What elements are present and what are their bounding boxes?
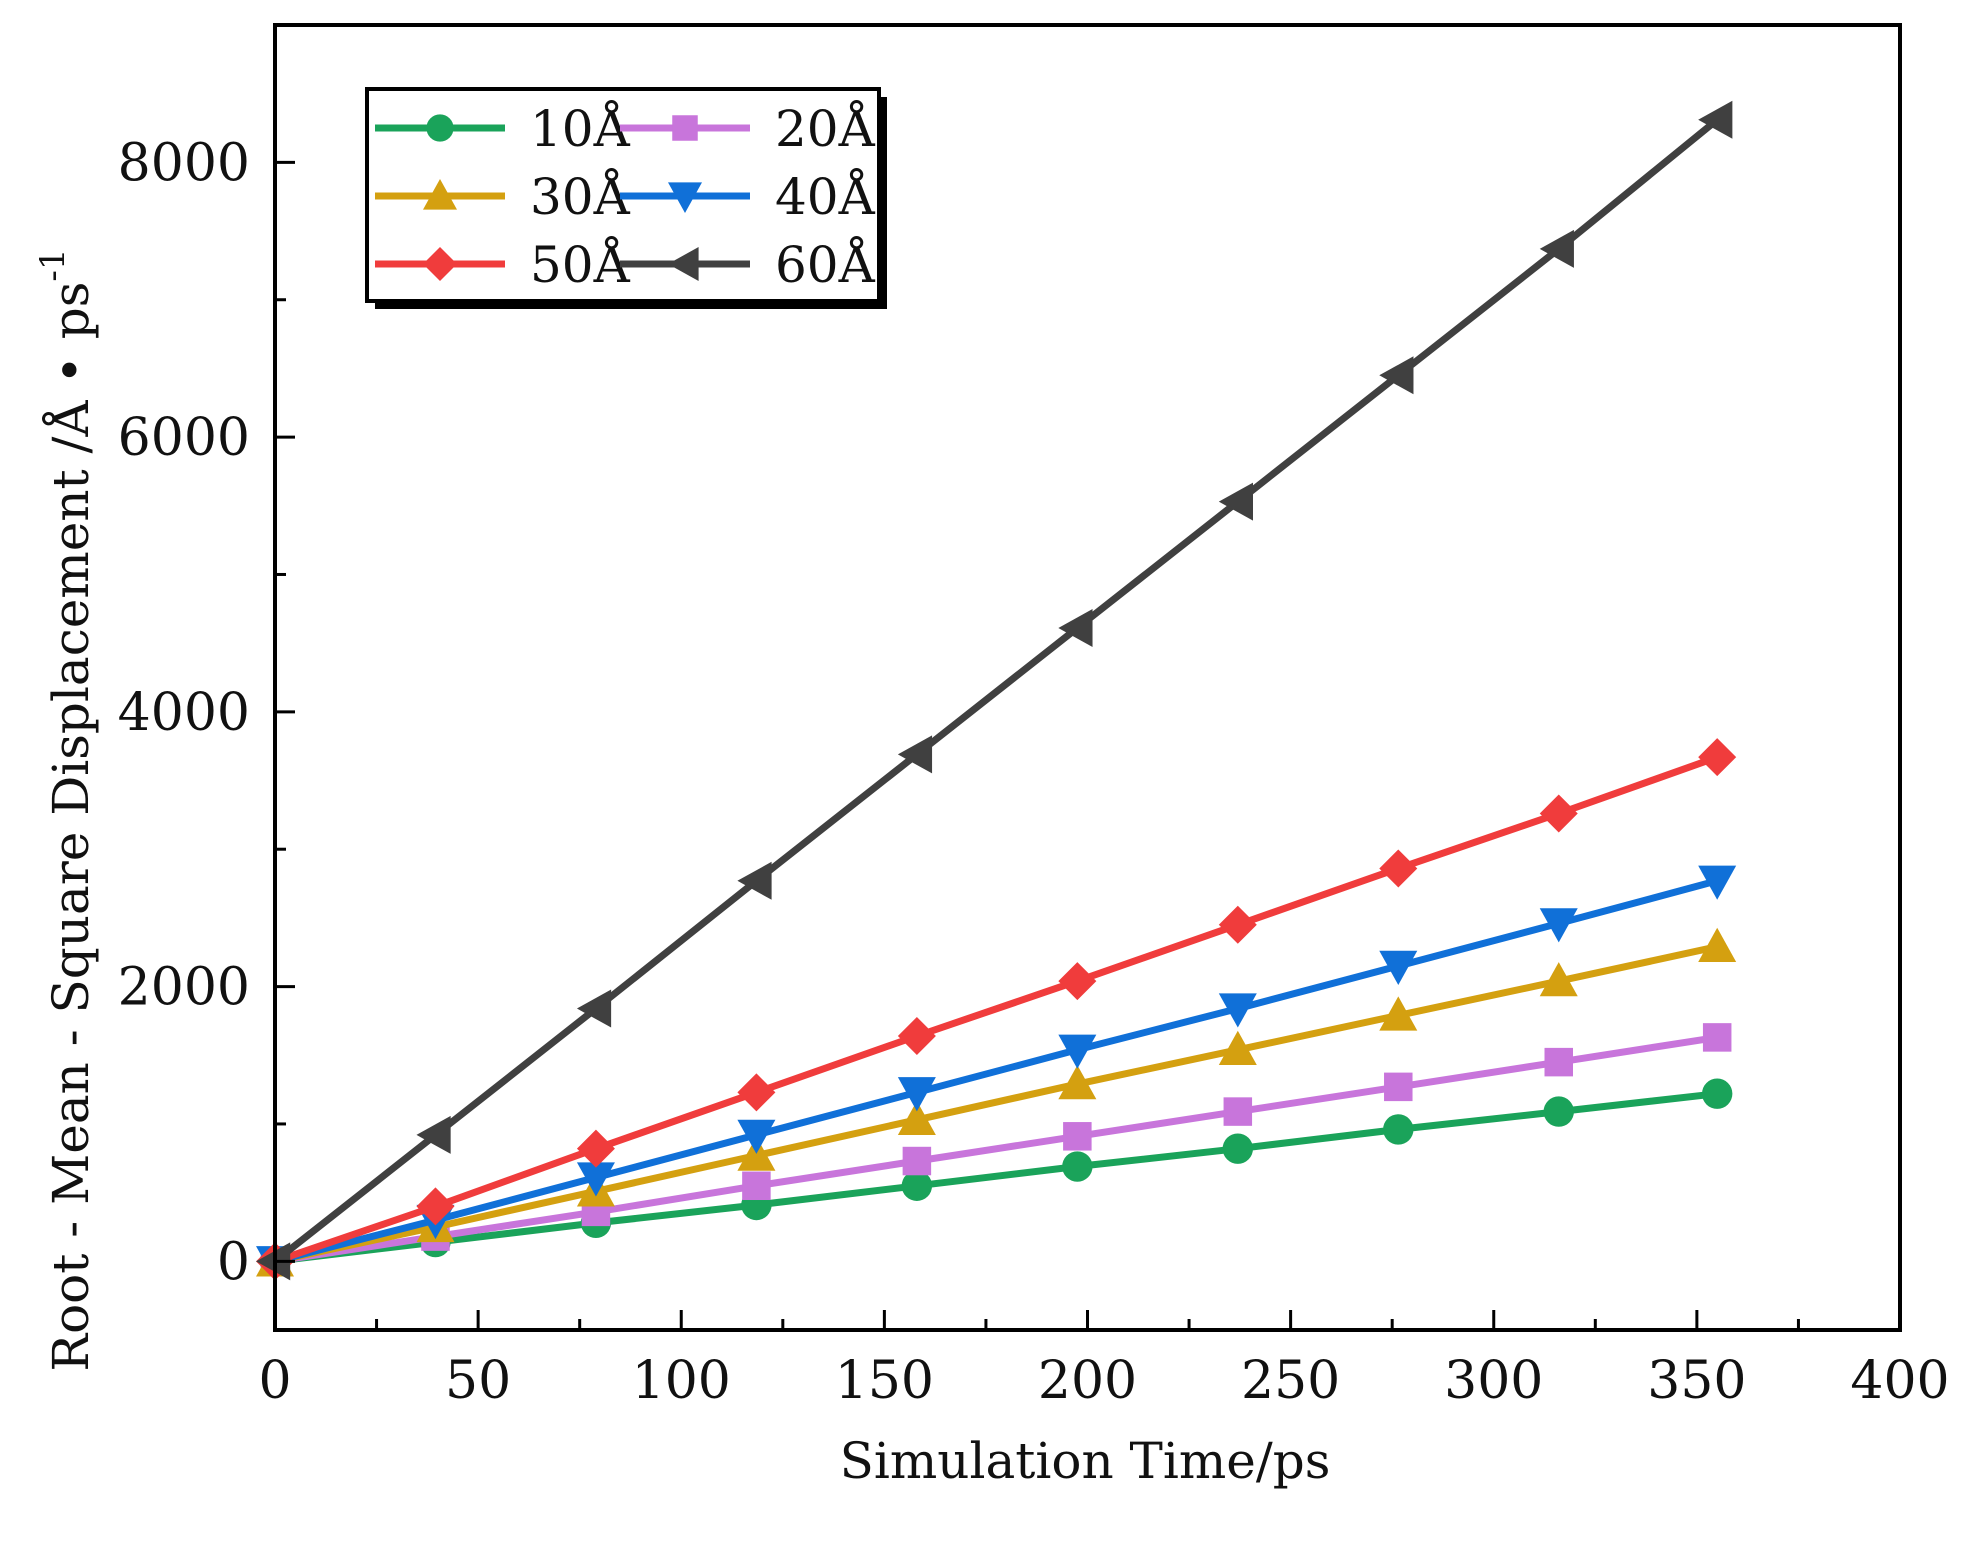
data-point: [1379, 849, 1418, 888]
data-point: [897, 735, 933, 774]
legend-items: 10Å 20Å 30Å 40Å 50Å 60Å: [375, 99, 876, 294]
legend-swatch-marker: [423, 179, 457, 210]
data-point: [737, 861, 772, 900]
y-axis-title-main: Root - Mean - Square Displacement /Å • p…: [41, 282, 100, 1372]
data-point: [901, 1170, 933, 1201]
data-point: [1218, 905, 1257, 944]
series-line: [272, 117, 1720, 1265]
data-point: [576, 1162, 615, 1197]
series-60Å: [256, 100, 1733, 1281]
legend-swatch-marker: [672, 115, 698, 141]
series-30Å: [256, 927, 1737, 1277]
data-point: [1539, 962, 1578, 997]
data-point: [1218, 993, 1257, 1028]
data-point: [1698, 738, 1737, 777]
x-tick-label: 400: [1850, 1351, 1949, 1411]
data-point: [737, 1073, 776, 1112]
legend-item: 30Å: [375, 167, 631, 226]
legend-label: 20Å: [775, 99, 876, 158]
y-tick-labels: 0 2000 4000 6000 8000: [118, 133, 250, 1292]
data-point: [1063, 1122, 1092, 1151]
data-point: [1062, 1151, 1093, 1182]
x-tick-label: 50: [445, 1351, 511, 1411]
data-point: [1384, 1072, 1413, 1102]
y-tick-label: 2000: [118, 958, 250, 1018]
data-point: [1539, 794, 1578, 833]
data-point: [1543, 1096, 1574, 1127]
legend-label: 40Å: [775, 167, 876, 226]
x-axis-title: Simulation Time/ps: [840, 1432, 1331, 1490]
series-50Å: [256, 738, 1737, 1281]
x-tick-labels: 0 50 100 150 200 250 300 350 400: [258, 1351, 1949, 1411]
y-axis-ticks: [275, 23, 295, 1263]
series-line: [274, 877, 1719, 1265]
data-point: [897, 1017, 936, 1056]
x-tick-label: 300: [1444, 1351, 1543, 1411]
data-point: [1379, 356, 1414, 395]
data-point: [742, 1171, 771, 1201]
legend-item: 50Å: [375, 235, 631, 294]
legend-item: 60Å: [620, 235, 876, 294]
series-line: [274, 943, 1718, 1265]
data-point: [1218, 482, 1254, 521]
x-tick-label: 0: [258, 1351, 291, 1411]
series-line: [274, 1033, 1718, 1265]
legend: 10Å 20Å 30Å 40Å 50Å 60Å: [365, 87, 887, 309]
x-tick-label: 100: [632, 1351, 731, 1411]
y-tick-label: 8000: [118, 133, 250, 193]
y-axis-title-superscript: -1: [33, 248, 73, 281]
data-point: [1058, 609, 1093, 648]
legend-item: 10Å: [375, 99, 631, 158]
data-point: [1223, 1097, 1253, 1126]
x-axis-ticks: [273, 1310, 1902, 1330]
legend-swatch-marker: [668, 182, 702, 213]
data-point: [737, 1119, 776, 1154]
y-tick-label: 0: [217, 1232, 250, 1292]
legend-label: 50Å: [530, 235, 631, 294]
legend-label: 30Å: [530, 167, 631, 226]
data-point: [416, 1187, 455, 1226]
legend-label: 60Å: [775, 235, 876, 294]
data-point: [576, 1129, 615, 1168]
data-point: [1058, 1034, 1097, 1069]
x-tick-label: 200: [1038, 1351, 1137, 1411]
data-point: [1701, 1078, 1733, 1109]
x-tick-label: 250: [1241, 1351, 1340, 1411]
data-point: [1379, 996, 1418, 1031]
legend-item: 20Å: [620, 99, 876, 158]
series-line: [273, 753, 1719, 1265]
data-point: [1383, 1114, 1414, 1145]
data-point: [1698, 865, 1737, 900]
data-point: [416, 1115, 451, 1154]
data-point: [1539, 908, 1578, 943]
data-point: [1698, 100, 1733, 139]
x-tick-label: 150: [835, 1351, 934, 1411]
data-point: [1544, 1047, 1573, 1077]
y-tick-label: 6000: [118, 408, 250, 468]
data-point: [1058, 1065, 1097, 1100]
data-point: [1379, 950, 1418, 985]
y-tick-label: 4000: [118, 683, 250, 743]
legend-swatch-marker: [668, 247, 699, 281]
data-point: [576, 989, 612, 1028]
series-line: [274, 1090, 1718, 1265]
data-point: [897, 1100, 936, 1136]
legend-label: 10Å: [530, 99, 631, 158]
legend-swatch-marker: [423, 247, 457, 281]
legend-item: 40Å: [620, 167, 876, 226]
data-point: [1218, 1030, 1257, 1065]
data-point: [1058, 962, 1097, 1001]
legend-swatch-marker: [426, 114, 454, 142]
data-point: [1539, 229, 1574, 268]
data-point: [1698, 927, 1737, 962]
data-point: [1222, 1133, 1254, 1164]
data-point: [1702, 1023, 1732, 1052]
data-point: [902, 1146, 932, 1176]
data-point: [897, 1077, 936, 1112]
y-axis-title-group: Root - Mean - Square Displacement /Å • p…: [33, 248, 100, 1371]
x-tick-label: 350: [1647, 1351, 1746, 1411]
y-axis-title: Root - Mean - Square Displacement /Å • p…: [33, 248, 100, 1371]
